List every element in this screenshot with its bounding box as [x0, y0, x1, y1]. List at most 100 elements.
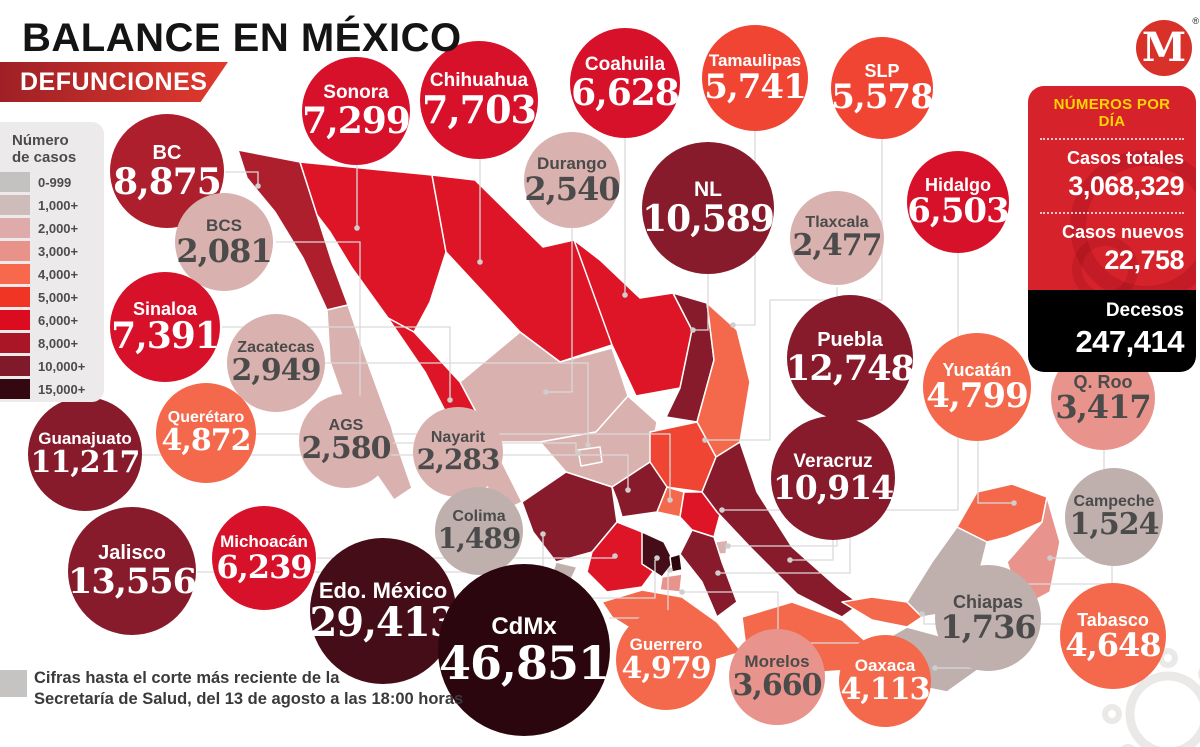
- state-deaths-value: 10,914: [772, 468, 894, 508]
- state-bubble-chiapas: Chiapas 1,736: [935, 565, 1041, 671]
- state-name: Michoacán: [220, 532, 308, 552]
- decesos-section: Decesos 247,414: [1028, 290, 1196, 372]
- state-deaths-value: 2,283: [416, 443, 501, 477]
- casos-nuevos-label: Casos nuevos: [1061, 222, 1184, 242]
- legend-swatch: [0, 379, 30, 399]
- state-deaths-value: 1,736: [940, 608, 1036, 647]
- state-bubble-sonora: Sonora 7,299: [302, 57, 411, 165]
- legend-label: 10,000+: [38, 358, 86, 374]
- legend-row: 1,000+: [0, 195, 104, 215]
- state-deaths-value: 2,081: [176, 231, 272, 270]
- state-name: Yucatán: [942, 359, 1012, 380]
- state-name: Sinaloa: [132, 298, 198, 319]
- legend-swatch: [0, 356, 30, 376]
- legend-label: 3,000+: [38, 243, 79, 259]
- state-deaths-value: 2,540: [524, 169, 620, 208]
- state-deaths-value: 5,741: [704, 66, 806, 107]
- legend-label: 1,000+: [38, 197, 79, 213]
- state-bubble-yucatan: Yucatán 4,799: [923, 333, 1031, 441]
- badge-label: DEFUNCIONES: [20, 68, 208, 96]
- state-name: AGS: [328, 416, 364, 434]
- state-name: Tamaulipas: [708, 51, 802, 71]
- state-name: Colima: [452, 507, 506, 525]
- legend-swatch: [0, 218, 30, 238]
- state-bubble-puebla: Puebla 12,748: [786, 295, 915, 421]
- legend-swatch: [0, 310, 30, 330]
- state-bubble-durango: Durango 2,540: [524, 132, 621, 228]
- daily-numbers-red-section: NÚMEROS POR DÍA Casos totales 3,068,329 …: [1028, 86, 1196, 290]
- legend-label: 15,000+: [38, 381, 86, 397]
- state-deaths-value: 2,477: [792, 228, 883, 264]
- legend-label: 6,000+: [38, 312, 79, 328]
- state-bubble-tlaxcala: Tlaxcala 2,477: [790, 191, 884, 285]
- state-bubble-veracruz: Veracruz 10,914: [771, 416, 895, 540]
- state-deaths-value: 4,799: [926, 376, 1028, 417]
- legend-swatch: [0, 195, 30, 215]
- state-name: Puebla: [817, 329, 883, 351]
- state-deaths-value: 4,113: [840, 671, 931, 707]
- footer-text: Cifras hasta el corte más reciente de la…: [34, 668, 463, 710]
- legend-items: 0-999 1,000+ 2,000+ 3,000+ 4,000+ 5,000+ 6,000…: [0, 172, 104, 399]
- page-title: BALANCE EN MÉXICO: [22, 16, 462, 61]
- legend-label: 5,000+: [38, 289, 79, 305]
- state-name: Guerrero: [629, 635, 703, 655]
- state-bubble-nl: NL 10,589: [642, 142, 775, 274]
- legend-panel: Número de casos 0-999 1,000+ 2,000+ 3,000+ 4…: [0, 122, 104, 402]
- state-bubble-hidalgo: Hidalgo 6,503: [907, 151, 1010, 253]
- state-name: Tabasco: [1077, 609, 1149, 630]
- milenio-logo: M ®: [1136, 16, 1199, 76]
- registered-mark: ®: [1192, 16, 1199, 26]
- state-bubble-guanajuato: Guanajuato 11,217: [28, 397, 142, 511]
- state-deaths-value: 6,628: [571, 71, 680, 114]
- state-deaths-value: 10,589: [642, 198, 775, 241]
- legend-row: 8,000+: [0, 333, 104, 353]
- state-name: Zacatecas: [237, 338, 315, 356]
- legend-row: 10,000+: [0, 356, 104, 376]
- state-name: Jalisco: [98, 542, 166, 564]
- state-name: Morelos: [744, 652, 810, 672]
- state-bubble-ags: AGS 2,580: [299, 394, 393, 488]
- legend-label: 0-999: [38, 174, 72, 190]
- decesos-label: Decesos: [1105, 300, 1184, 321]
- state-name: Nayarit: [430, 428, 486, 446]
- legend-row: 4,000+: [0, 264, 104, 284]
- state-deaths-value: 7,703: [422, 86, 537, 132]
- state-bubble-tabasco: Tabasco 4,648: [1060, 583, 1166, 689]
- state-deaths-value: 6,503: [907, 191, 1009, 232]
- milenio-logo-letter: M: [1141, 24, 1187, 71]
- state-deaths-value: 46,851: [438, 635, 610, 690]
- state-bubble-morelos: Morelos 3,660: [729, 629, 825, 725]
- state-bubble-jalisco: Jalisco 13,556: [68, 507, 197, 635]
- state-name: Q. Roo: [1073, 371, 1133, 392]
- state-bubble-guerrero: Guerrero 4,979: [616, 610, 716, 710]
- legend-swatch: [0, 172, 30, 192]
- state-name: Coahuila: [584, 54, 666, 76]
- state-name: Chihuahua: [429, 70, 529, 92]
- state-bubble-coahuila: Coahuila 6,628: [570, 28, 680, 138]
- legend-title-line1: Número: [12, 132, 69, 149]
- legend-swatch: [0, 333, 30, 353]
- casos-nuevos-value: 22,758: [1104, 245, 1184, 275]
- decesos-value: 247,414: [1075, 324, 1184, 359]
- legend-title: Número de casos: [0, 122, 104, 172]
- legend-row: 5,000+: [0, 287, 104, 307]
- legend-row: 6,000+: [0, 310, 104, 330]
- state-bubble-edomex: Edo. México 29,413: [309, 538, 458, 684]
- state-name: Sonora: [323, 82, 389, 104]
- daily-numbers-header: NÚMEROS POR DÍA: [1040, 96, 1184, 140]
- footer-line1: Cifras hasta el corte más reciente de la: [34, 669, 340, 687]
- state-deaths-value: 2,580: [301, 431, 392, 467]
- state-deaths-value: 1,524: [1069, 507, 1160, 543]
- footer-marker: [0, 670, 27, 697]
- legend-row: 15,000+: [0, 379, 104, 399]
- state-deaths-value: 29,413: [309, 598, 457, 646]
- legend-swatch: [0, 241, 30, 261]
- state-name: Chiapas: [952, 591, 1024, 612]
- title-prefix: BALANCE EN: [22, 16, 301, 60]
- footer-note: Cifras hasta el corte más reciente de la…: [0, 668, 463, 710]
- state-bubble-colima: Colima 1,489: [435, 487, 523, 575]
- state-name: CdMx: [491, 613, 557, 641]
- legend-swatch: [0, 264, 30, 284]
- state-deaths-value: 4,872: [161, 423, 252, 459]
- divider: [1040, 212, 1184, 214]
